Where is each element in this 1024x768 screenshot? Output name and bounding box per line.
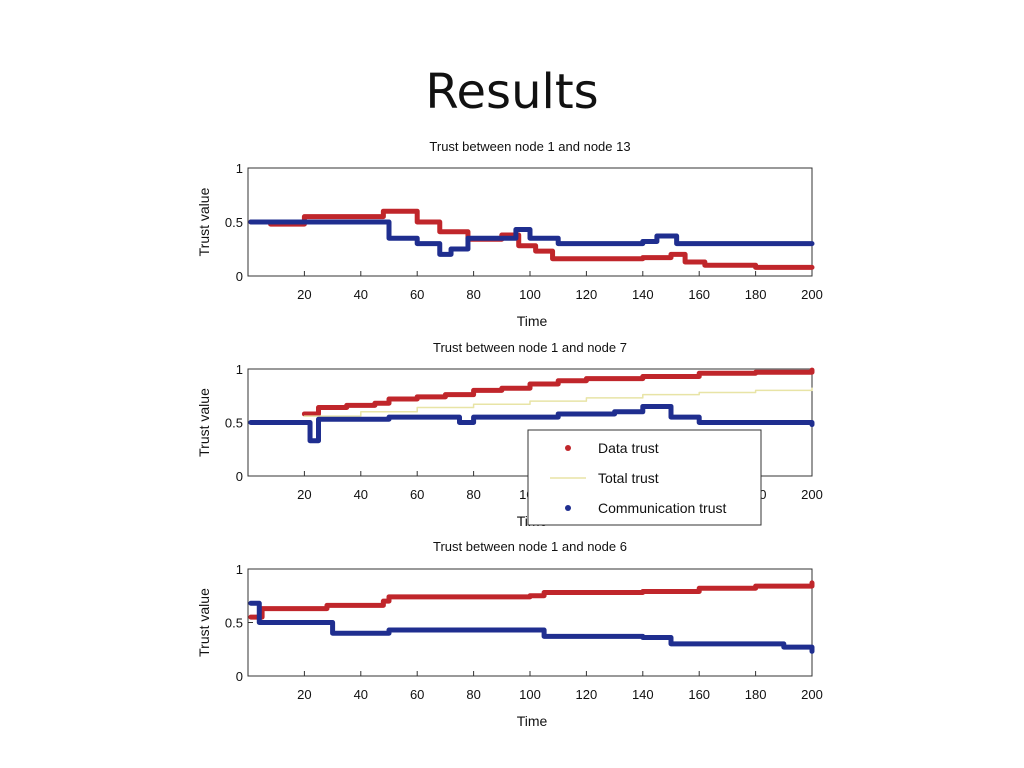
chart2-y-axis-label: Trust value — [196, 388, 212, 457]
chart1-x-tick-label: 180 — [745, 287, 767, 302]
chart3-x-tick-label: 80 — [466, 687, 480, 702]
chart1-x-tick-label: 140 — [632, 287, 654, 302]
chart1-y-tick-label: 1 — [236, 161, 243, 176]
chart3-x-tick-label: 20 — [297, 687, 311, 702]
chart3-x-tick-label: 60 — [410, 687, 424, 702]
chart3-title: Trust between node 1 and node 6 — [433, 539, 627, 554]
chart1-x-tick-label: 20 — [297, 287, 311, 302]
chart3-x-tick-label: 40 — [354, 687, 368, 702]
chart2-series-communication-trust — [248, 403, 815, 444]
chart3-series-communication-trust — [248, 600, 815, 654]
chart2-y-tick-label: 0 — [236, 469, 243, 484]
chart2-legend-marker-data-trust — [565, 445, 571, 451]
chart1-y-tick-label: 0 — [236, 269, 243, 284]
chart1-series-data-trust — [248, 208, 815, 270]
chart3-y-tick-label: 1 — [236, 562, 243, 577]
chart2-legend-label-communication-trust: Communication trust — [598, 500, 726, 516]
chart2-series-data-trust — [301, 367, 815, 417]
chart3-series-data-trust — [248, 580, 815, 620]
chart1-x-tick-label: 40 — [354, 287, 368, 302]
chart2-title: Trust between node 1 and node 7 — [433, 340, 627, 355]
chart3-x-tick-label: 140 — [632, 687, 654, 702]
chart1-series-communication-trust — [248, 219, 815, 257]
chart2-x-tick-label: 80 — [466, 487, 480, 502]
chart2-y-tick-label: 1 — [236, 362, 243, 377]
chart2-x-tick-label: 20 — [297, 487, 311, 502]
chart3-x-tick-label: 200 — [801, 687, 823, 702]
chart1-x-tick-label: 60 — [410, 287, 424, 302]
slide-title: Results — [425, 64, 599, 120]
chart2-x-tick-label: 60 — [410, 487, 424, 502]
chart3-y-tick-label: 0 — [236, 669, 243, 684]
chart1-title: Trust between node 1 and node 13 — [429, 139, 630, 154]
chart2-x-tick-label: 200 — [801, 487, 823, 502]
chart3-y-tick-label: 0.5 — [225, 616, 243, 631]
chart1-y-axis-label: Trust value — [196, 187, 212, 256]
chart3-x-tick-label: 120 — [576, 687, 598, 702]
chart1-x-tick-label: 80 — [466, 287, 480, 302]
chart1-x-tick-label: 100 — [519, 287, 541, 302]
chart3-y-axis-label: Trust value — [196, 588, 212, 657]
chart3-x-tick-label: 160 — [688, 687, 710, 702]
chart3-x-tick-label: 180 — [745, 687, 767, 702]
chart3-x-tick-label: 100 — [519, 687, 541, 702]
chart2-x-tick-label: 40 — [354, 487, 368, 502]
chart2-legend-marker-communication-trust — [565, 505, 571, 511]
chart2-legend-label-data-trust: Data trust — [598, 440, 659, 456]
chart1-x-axis-label: Time — [517, 313, 548, 329]
chart1-x-tick-label: 200 — [801, 287, 823, 302]
chart2-y-tick-label: 0.5 — [225, 416, 243, 431]
chart2-legend-label-total-trust: Total trust — [598, 470, 659, 486]
chart3-x-axis-label: Time — [517, 713, 548, 729]
chart1-x-tick-label: 160 — [688, 287, 710, 302]
chart1-y-tick-label: 0.5 — [225, 215, 243, 230]
chart1-x-tick-label: 120 — [576, 287, 598, 302]
chart2-series-total-trust — [303, 387, 813, 417]
